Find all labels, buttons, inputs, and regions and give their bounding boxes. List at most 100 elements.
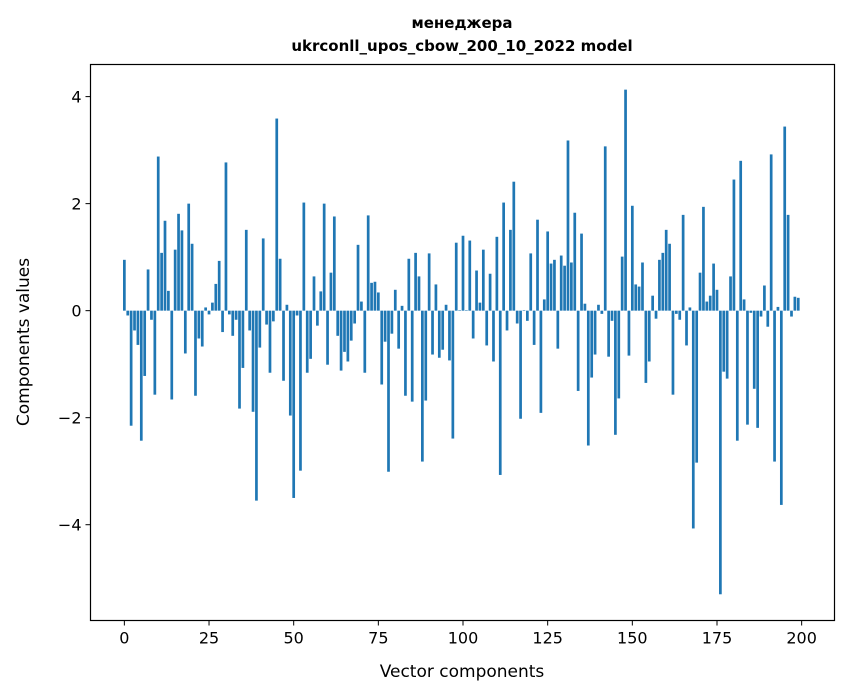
x-tick-label: 150 [617,629,648,648]
bar-188 [759,310,763,317]
bar-28 [217,260,221,311]
bar-12 [163,220,167,311]
bar-36 [244,229,248,311]
bar-38 [251,310,255,412]
bar-175 [715,289,719,311]
bar-193 [776,306,780,311]
bar-155 [647,310,651,362]
bar-137 [586,310,590,446]
bar-163 [674,310,678,314]
bar-189 [763,285,766,311]
bar-55 [309,310,312,359]
x-axis-label: Vector components [380,662,545,682]
bar-71 [363,310,367,373]
bar-91 [431,310,434,355]
bar-41 [261,238,265,311]
bar-113 [505,310,509,331]
bar-141 [600,310,604,314]
bar-187 [756,310,759,428]
bar-131 [566,140,570,311]
bar-49 [288,310,292,416]
bar-81 [397,310,401,349]
bar-156 [651,295,655,311]
bar-42 [265,310,268,325]
bar-194 [779,310,783,505]
bar-94 [441,310,445,350]
bar-146 [617,310,621,399]
bar-177 [722,310,726,372]
bar-52 [299,310,302,471]
bar-18 [183,310,187,354]
bar-29 [221,310,224,333]
bar-84 [407,258,411,311]
bar-6 [143,310,147,376]
bar-60 [326,310,329,365]
bar-144 [610,310,614,321]
bar-31 [227,310,231,315]
bar-147 [620,256,624,311]
bar-69 [356,244,360,311]
bar-168 [691,310,695,529]
bar-118 [522,310,526,311]
bar-111 [498,310,502,475]
bar-9 [153,310,157,395]
bar-166 [685,310,688,346]
bar-46 [278,258,282,311]
bar-182 [739,160,743,311]
bar-124 [542,299,546,311]
bar-77 [383,310,387,342]
bar-98 [454,242,458,311]
bar-47 [282,310,285,381]
bar-172 [705,301,709,311]
bar-135 [580,233,583,311]
bar-27 [214,283,218,311]
bar-78 [387,310,390,472]
bar-86 [414,252,417,311]
bar-64 [339,310,343,371]
bar-20 [190,243,194,311]
bar-93 [437,310,441,358]
bar-102 [468,240,472,311]
bar-162 [671,310,675,395]
bar-134 [576,310,580,391]
bar-107 [485,310,489,346]
bar-114 [509,229,512,311]
x-tick-label: 50 [284,629,304,648]
bar-199 [796,297,800,311]
bar-22 [197,310,201,339]
bar-76 [380,310,384,385]
bar-127 [553,259,556,311]
bar-120 [529,253,533,311]
bar-165 [681,214,685,311]
bar-89 [424,310,428,401]
bar-112 [502,202,505,311]
bar-106 [481,249,485,311]
bar-132 [570,262,573,311]
bar-181 [735,310,739,441]
bar-61 [329,272,333,311]
bar-53 [302,202,306,311]
bar-196 [786,214,790,311]
bar-101 [465,310,468,311]
bar-83 [404,310,407,396]
bar-128 [556,310,560,349]
bar-17 [180,230,184,311]
bar-25 [207,310,211,315]
bar-133 [573,212,577,311]
bar-116 [515,310,519,324]
bar-191 [769,154,773,311]
bar-54 [305,310,309,373]
bar-40 [258,310,262,348]
bar-119 [525,310,529,321]
bar-99 [458,310,461,311]
bar-16 [177,213,180,311]
bar-110 [495,236,499,311]
bar-5 [139,310,143,441]
bar-167 [688,307,692,311]
bar-57 [316,310,319,326]
bar-33 [234,310,238,320]
axes-frame [89,63,836,622]
bar-70 [360,301,363,311]
bar-11 [160,252,163,311]
bar-34 [238,310,241,409]
